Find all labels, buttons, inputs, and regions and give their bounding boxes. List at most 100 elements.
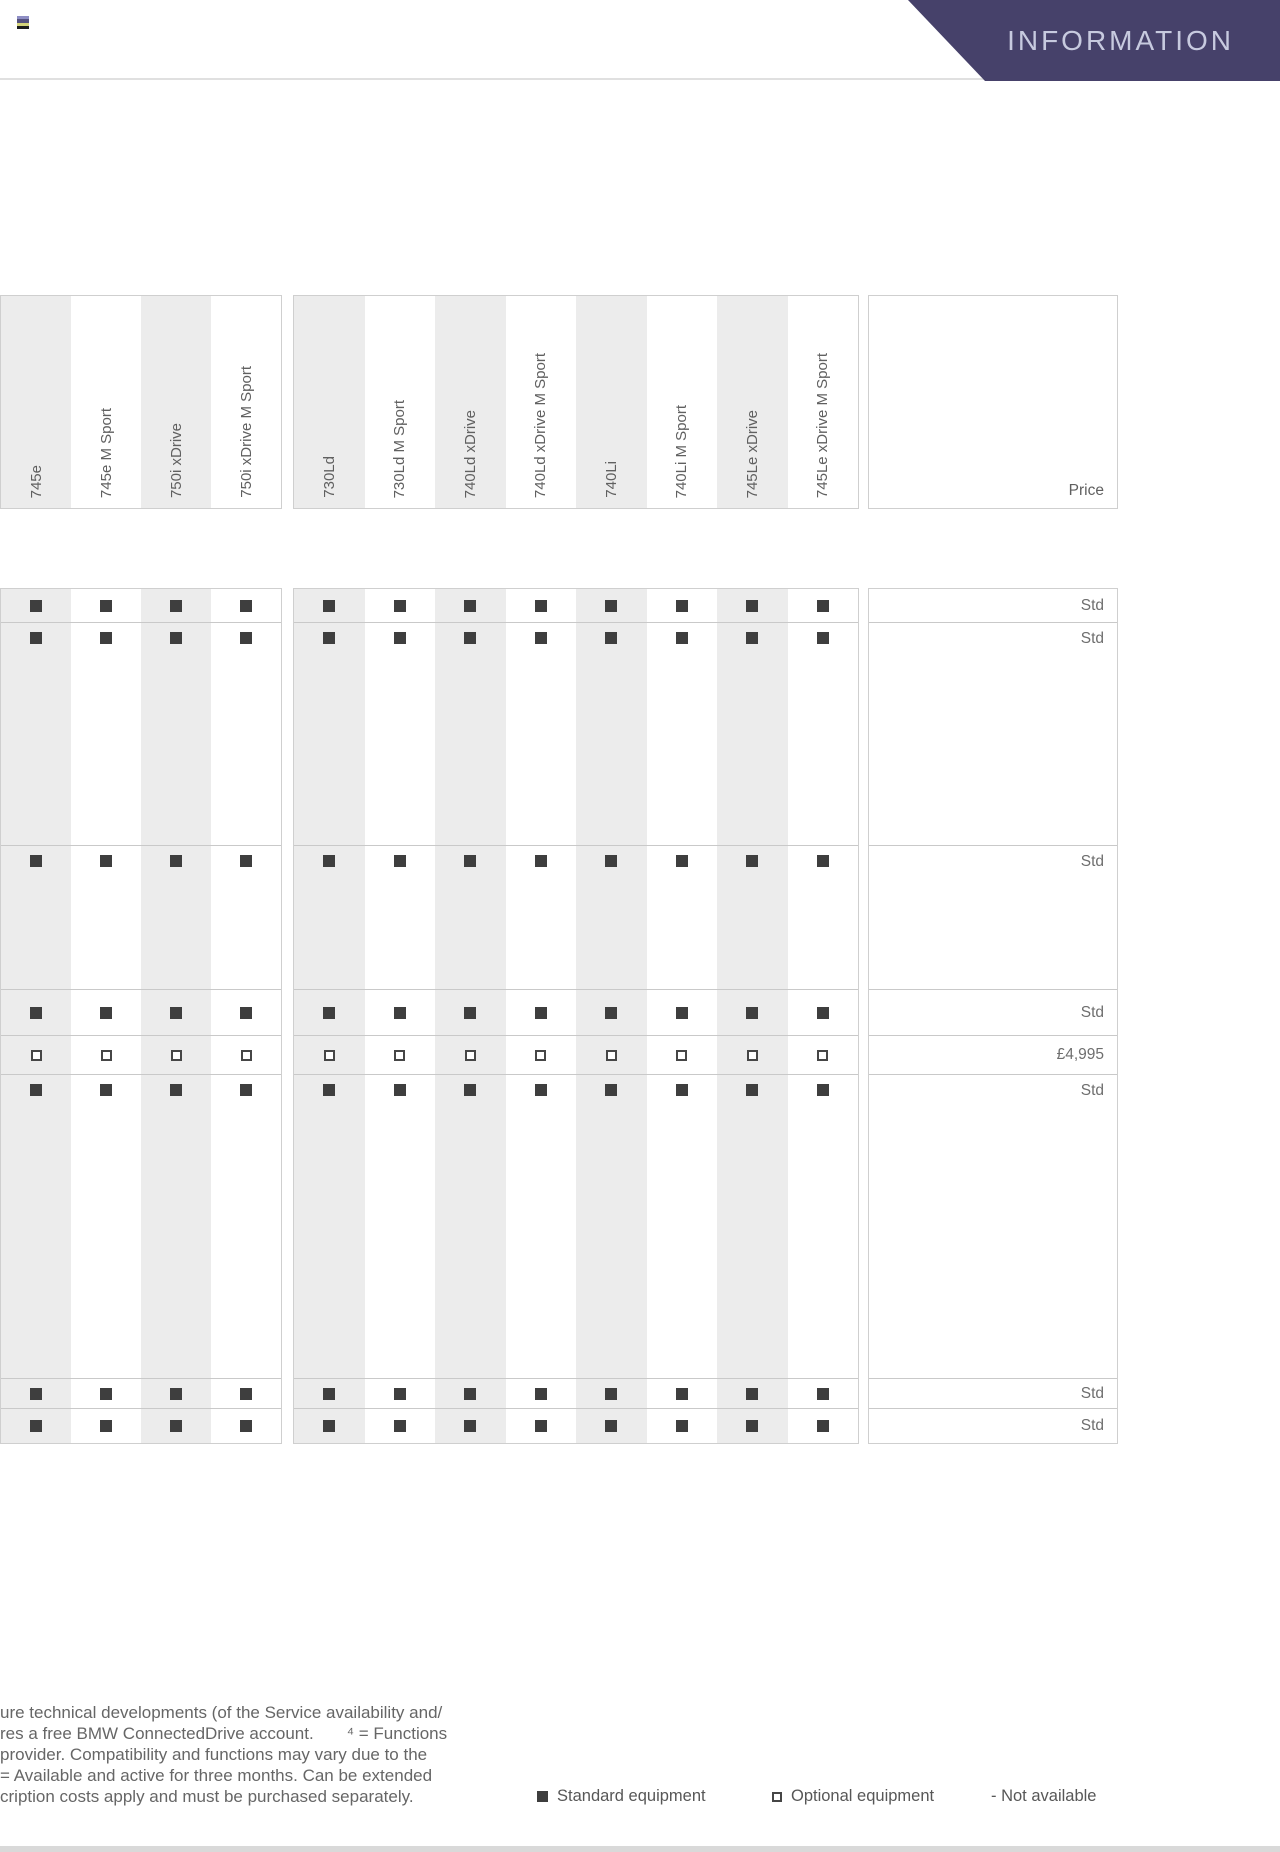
price-cell: Std <box>869 1074 1117 1378</box>
equipment-cell <box>647 1379 718 1408</box>
equipment-cell <box>365 623 436 845</box>
equipment-cell <box>294 1409 365 1443</box>
equipment-cell <box>141 1409 211 1443</box>
footnote-line: ure technical developments (of the Servi… <box>0 1703 443 1722</box>
equipment-table-group-2 <box>293 588 859 1444</box>
equipment-cell <box>717 1075 788 1378</box>
equipment-cell <box>647 1036 718 1074</box>
standard-equipment-mark <box>534 599 547 612</box>
equipment-cell <box>365 1409 436 1443</box>
optional-equipment-icon <box>772 1791 782 1802</box>
standard-equipment-mark <box>675 1006 688 1019</box>
price-cell: Std <box>869 1408 1117 1443</box>
equipment-cell <box>71 1409 141 1443</box>
model-column-header: 740Li M Sport <box>647 296 718 508</box>
price-header-box: Price <box>868 295 1118 509</box>
equipment-row <box>1 589 281 622</box>
model-column-label: 740Li M Sport <box>673 404 691 498</box>
footnote-line: cription costs apply and must be purchas… <box>0 1787 414 1806</box>
standard-equipment-mark <box>393 1420 406 1432</box>
standard-equipment-mark <box>675 855 688 867</box>
standard-equipment-mark <box>170 1420 182 1432</box>
equipment-cell <box>576 846 647 989</box>
standard-equipment-mark <box>240 1006 252 1019</box>
standard-equipment-mark <box>240 1084 252 1096</box>
price-cell: Std <box>869 622 1117 845</box>
footnote-line: provider. Compatibility and functions ma… <box>0 1745 428 1764</box>
equipment-cell <box>294 1075 365 1378</box>
equipment-row <box>1 845 281 989</box>
standard-equipment-mark <box>534 1387 547 1400</box>
standard-equipment-mark <box>100 599 112 612</box>
model-column-label: 750i xDrive <box>167 422 185 498</box>
equipment-cell <box>788 1036 859 1074</box>
information-banner-label: INFORMATION <box>1007 24 1234 56</box>
equipment-cell <box>788 623 859 845</box>
standard-equipment-mark <box>534 1084 547 1096</box>
equipment-row <box>1 1035 281 1074</box>
standard-equipment-mark <box>323 855 336 867</box>
model-header-group-2: 730Ld 730Ld M Sport 740Ld xDrive 740Ld xDri… <box>293 295 859 509</box>
standard-equipment-mark <box>323 1387 336 1400</box>
standard-equipment-mark <box>393 599 406 612</box>
price-cell: Std <box>869 845 1117 989</box>
optional-equipment-mark <box>240 1049 252 1061</box>
standard-equipment-mark <box>464 599 477 612</box>
equipment-legend: Standard equipment Optional equipment - … <box>0 1787 1280 1809</box>
optional-equipment-mark <box>323 1049 335 1061</box>
standard-equipment-mark <box>816 1084 829 1096</box>
equipment-cell <box>435 1379 506 1408</box>
optional-equipment-mark <box>746 1049 758 1061</box>
optional-equipment-mark <box>394 1049 406 1061</box>
equipment-row <box>1 1378 281 1408</box>
standard-equipment-mark <box>393 1387 406 1400</box>
model-column-label: 730Ld M Sport <box>391 399 409 498</box>
equipment-cell <box>576 623 647 845</box>
equipment-row <box>294 1074 858 1378</box>
standard-equipment-mark <box>605 1084 618 1096</box>
equipment-cell <box>506 1409 577 1443</box>
equipment-cell <box>435 1036 506 1074</box>
standard-equipment-mark <box>323 599 336 612</box>
standard-equipment-mark <box>464 1084 477 1096</box>
equipment-cell <box>717 589 788 622</box>
optional-equipment-mark <box>535 1049 547 1061</box>
equipment-cell <box>576 1409 647 1443</box>
equipment-cell <box>294 990 365 1035</box>
equipment-cell <box>435 589 506 622</box>
equipment-cell <box>506 1036 577 1074</box>
model-column-label: 750i xDrive M Sport <box>237 366 255 498</box>
header-divider-line <box>0 78 1280 80</box>
standard-equipment-mark <box>605 632 618 644</box>
optional-equipment-mark <box>464 1049 476 1061</box>
standard-equipment-mark <box>100 1006 112 1019</box>
equipment-cell <box>1 1409 71 1443</box>
equipment-cell <box>647 846 718 989</box>
standard-equipment-mark <box>30 599 42 612</box>
legend-standard: Standard equipment <box>537 1787 706 1806</box>
equipment-cell <box>71 990 141 1035</box>
standard-equipment-mark <box>170 1006 182 1019</box>
standard-equipment-mark <box>605 1420 618 1432</box>
standard-equipment-mark <box>100 632 112 644</box>
equipment-cell <box>788 846 859 989</box>
equipment-cell <box>506 1075 577 1378</box>
model-column-label: 740Ld xDrive <box>461 409 479 498</box>
optional-equipment-mark <box>170 1049 182 1061</box>
optional-equipment-mark <box>605 1049 617 1061</box>
footnotes: ure technical developments (of the Servi… <box>0 1702 447 1807</box>
equipment-cell <box>506 589 577 622</box>
equipment-cell <box>365 1379 436 1408</box>
equipment-cell <box>647 1409 718 1443</box>
standard-equipment-mark <box>675 1420 688 1432</box>
standard-equipment-mark <box>240 1387 252 1400</box>
standard-equipment-mark <box>30 632 42 644</box>
standard-equipment-mark <box>816 599 829 612</box>
standard-equipment-mark <box>746 632 759 644</box>
standard-equipment-mark <box>605 1006 618 1019</box>
equipment-cell <box>211 589 281 622</box>
standard-equipment-mark <box>816 855 829 867</box>
standard-equipment-mark <box>30 855 42 867</box>
standard-equipment-icon <box>537 1791 548 1802</box>
